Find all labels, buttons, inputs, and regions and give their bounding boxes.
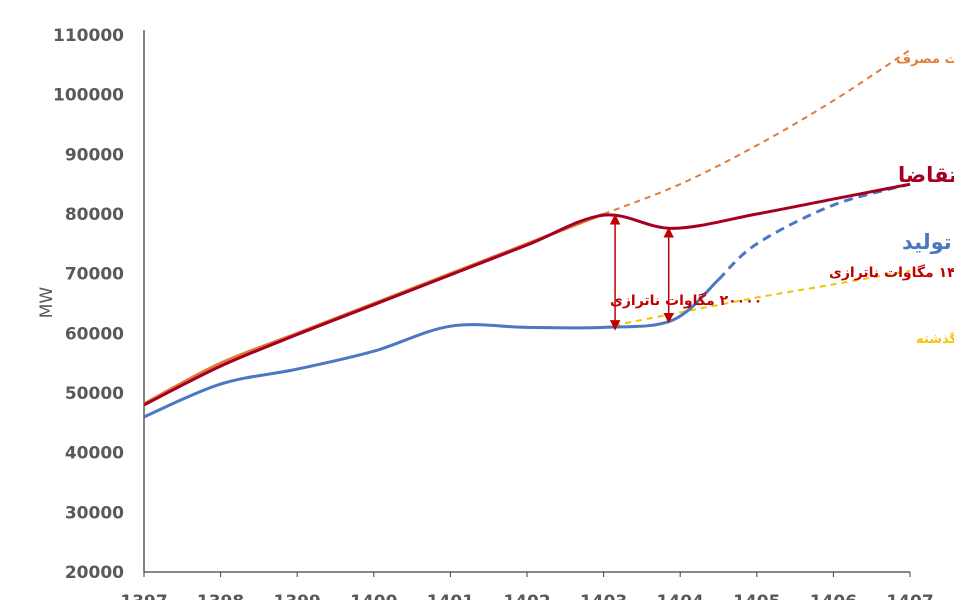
x-tick-label: 1405 [733,592,780,600]
x-tick-label: 1406 [810,592,857,600]
x-tick-label: 1403 [580,592,627,600]
y-tick-label: 70000 [65,265,124,285]
y-tick-label: 90000 [65,145,124,165]
y-tick-label: 110000 [53,26,124,46]
x-tick-label: 1400 [350,592,397,600]
x-tick-label: 1398 [197,592,244,600]
y-tick-label: 40000 [65,444,124,464]
series-line-forecast-demand-dashed [603,49,911,215]
series-line-demand [143,182,911,407]
x-tick-label: 1397 [120,592,167,600]
series-line-forecast-supply [603,269,911,329]
gap-label-1404: ۱۴۹۱۹ مگاوات ناترازی [829,264,954,281]
series-label-forecast-demand: پیش بینی رشد تقاضا بدون اجرای برنامه های… [896,52,954,67]
x-tick-label: 1402 [503,592,550,600]
series-label-forecast-supply: پیش بینی تولید با الگوی سنوات گذشته [916,331,954,347]
y-tick-label: 30000 [65,503,124,523]
gap-label-1403: ۲۰۰۰۰ مگاوات ناترازی [610,292,762,309]
x-tick-label: 1407 [886,592,933,600]
series-label-demand: تقاضا [898,163,954,187]
x-tick-label: 1404 [657,592,704,600]
x-tick-label: 1401 [427,592,474,600]
y-tick-label: 60000 [65,324,124,344]
y-tick-label: 100000 [53,86,124,106]
x-tick-label: 1399 [274,592,321,600]
series-label-supply: تولید [902,230,952,254]
series-line-supply [143,278,720,419]
y-tick-label: 50000 [65,384,124,404]
y-axis-label: MW [37,287,57,319]
y-tick-label: 80000 [65,205,124,225]
y-tick-label: 20000 [65,563,124,583]
